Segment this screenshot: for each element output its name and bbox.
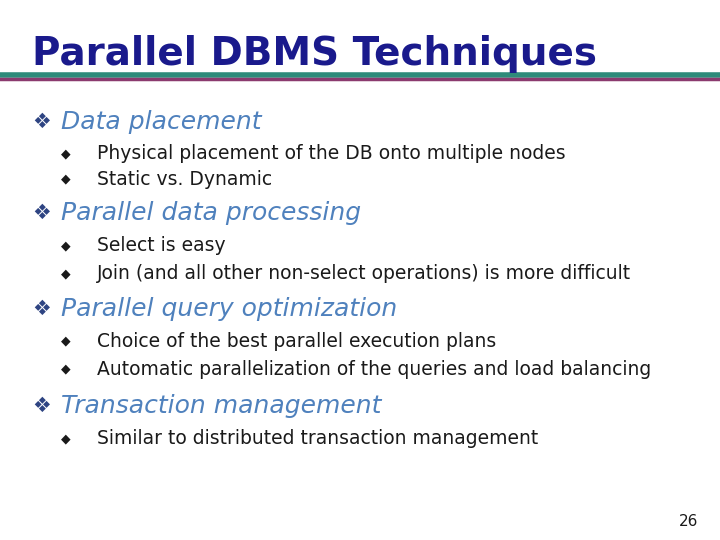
Text: Similar to distributed transaction management: Similar to distributed transaction manag… (97, 429, 539, 448)
Text: ❖: ❖ (32, 111, 51, 132)
Text: ◆: ◆ (61, 147, 71, 160)
Text: Transaction management: Transaction management (61, 394, 382, 418)
Text: ❖: ❖ (32, 299, 51, 319)
Text: ◆: ◆ (61, 267, 71, 280)
Text: ❖: ❖ (32, 396, 51, 416)
Text: Choice of the best parallel execution plans: Choice of the best parallel execution pl… (97, 332, 497, 351)
Text: ◆: ◆ (61, 363, 71, 376)
Text: Static vs. Dynamic: Static vs. Dynamic (97, 170, 272, 189)
Text: Parallel query optimization: Parallel query optimization (61, 297, 397, 321)
Text: ◆: ◆ (61, 173, 71, 186)
Text: ◆: ◆ (61, 335, 71, 348)
Text: Select is easy: Select is easy (97, 236, 226, 255)
Text: ◆: ◆ (61, 432, 71, 445)
Text: Parallel DBMS Techniques: Parallel DBMS Techniques (32, 35, 598, 73)
Text: ◆: ◆ (61, 239, 71, 252)
Text: 26: 26 (679, 514, 698, 529)
Text: Data placement: Data placement (61, 110, 261, 133)
Text: ❖: ❖ (32, 203, 51, 224)
Text: Join (and all other non-select operations) is more difficult: Join (and all other non-select operation… (97, 264, 631, 284)
Text: Parallel data processing: Parallel data processing (61, 201, 361, 225)
Text: Automatic parallelization of the queries and load balancing: Automatic parallelization of the queries… (97, 360, 652, 379)
Text: Physical placement of the DB onto multiple nodes: Physical placement of the DB onto multip… (97, 144, 566, 164)
